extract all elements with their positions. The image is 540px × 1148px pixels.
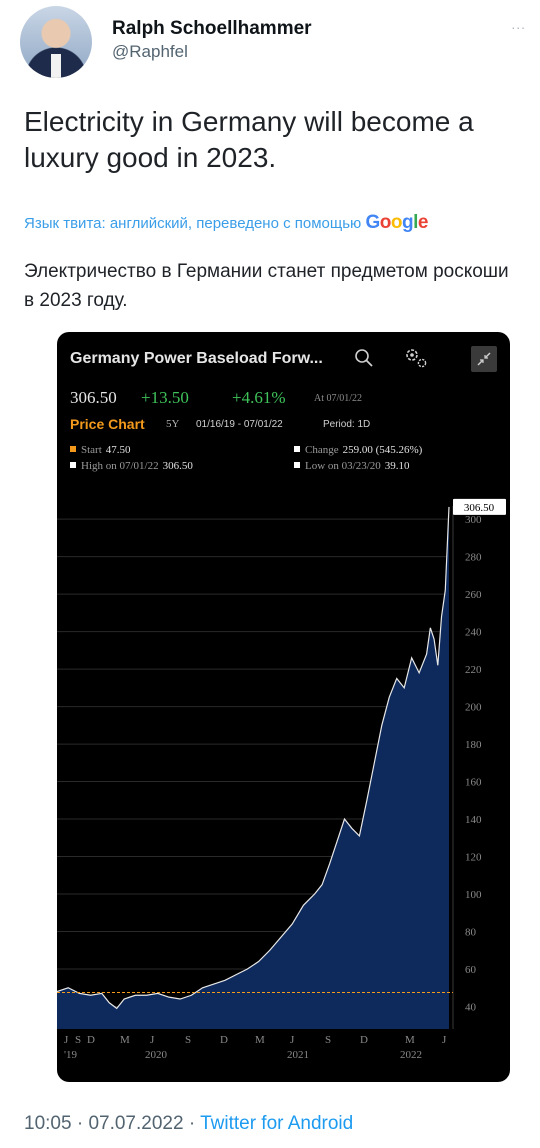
x-tick-label: J <box>290 1034 295 1046</box>
translation-prefix: Язык твита: английский, переведено с пом… <box>24 215 362 232</box>
author-name[interactable]: Ralph Schoellhammer <box>112 18 312 39</box>
x-axis-labels: J S D M J S D M J S D M J '19 2020 2021 2022 <box>57 1034 510 1074</box>
tweet-footer: 10:05 · 07.07.2022 · Twitter for Android <box>24 1113 353 1135</box>
price-chart: 40 60 80 100 120 140 160 180 200 220 240 260 280 3003… <box>57 498 506 1030</box>
x-tick-label: M <box>255 1034 265 1046</box>
chart-image[interactable]: Germany Power Baseload Forw... 306.50 +1… <box>57 332 510 1082</box>
y-tick-label: 40 <box>465 1002 477 1014</box>
stat-low: Low on 03/23/20 39.10 <box>294 460 410 472</box>
last-value-box <box>453 498 506 515</box>
tweet-text: Electricity in Germany will become a lux… <box>24 106 474 173</box>
stat-start: Start 47.50 <box>70 444 131 456</box>
y-tick-label: 120 <box>465 852 482 864</box>
gear-icon <box>406 349 427 368</box>
footer-separator: · <box>188 1113 196 1134</box>
y-tick-label: 160 <box>465 777 482 789</box>
search-icon <box>355 349 373 367</box>
x-year-label: '19 <box>64 1049 77 1061</box>
x-tick-label: M <box>405 1034 415 1046</box>
expand-icon <box>477 352 491 366</box>
range-5y-button[interactable]: 5Y <box>166 418 180 430</box>
price-date: At 07/01/22 <box>314 393 363 404</box>
y-tick-label: 240 <box>465 627 482 639</box>
last-price: 306.50 <box>70 388 117 407</box>
tweet-source[interactable]: Twitter for Android <box>200 1113 354 1134</box>
stat-high: High on 07/01/22 306.50 <box>70 460 193 472</box>
price-area <box>57 506 449 1030</box>
x-year-label: 2021 <box>287 1049 309 1061</box>
translated-text: Электричество в Германии станет предмето… <box>24 261 509 311</box>
y-tick-label: 200 <box>465 702 482 714</box>
tweet-date: 07.07.2022 <box>88 1113 184 1134</box>
y-tick-label: 260 <box>465 589 482 601</box>
tweet-time: 10:05 <box>24 1113 72 1134</box>
author-handle[interactable]: @Raphfel <box>112 42 188 61</box>
y-tick-label: 140 <box>465 814 482 826</box>
more-icon[interactable]: ... <box>511 16 526 32</box>
stat-change: Change 259.00 (545.26%) <box>294 444 422 456</box>
x-tick-label: M <box>120 1034 130 1046</box>
price-change: +13.50 <box>141 388 189 407</box>
expand-button[interactable] <box>471 346 497 372</box>
price-chart-label: Price Chart <box>70 416 145 432</box>
y-tick-label: 100 <box>465 889 482 901</box>
avatar[interactable] <box>20 6 92 78</box>
chart-title: Germany Power Baseload Forw... <box>70 350 323 367</box>
x-tick-label: D <box>220 1034 228 1046</box>
y-tick-label: 280 <box>465 552 482 564</box>
x-tick-label: J <box>150 1034 155 1046</box>
x-tick-label: D <box>87 1034 95 1046</box>
price-change-percent: +4.61% <box>232 388 286 407</box>
x-tick-label: S <box>325 1034 332 1046</box>
google-logo: Google <box>365 212 428 233</box>
x-tick-label: D <box>360 1034 368 1046</box>
period: Period: 1D <box>323 419 371 430</box>
x-tick-label: J <box>442 1034 447 1046</box>
tweet-header: Ralph Schoellhammer @Raphfel ... <box>20 6 526 78</box>
y-tick-label: 80 <box>465 927 477 939</box>
y-tick-label: 60 <box>465 964 477 976</box>
x-year-label: 2022 <box>400 1049 422 1061</box>
y-tick-label: 180 <box>465 739 482 751</box>
x-tick-label: S <box>75 1034 82 1046</box>
x-year-label: 2020 <box>145 1049 167 1061</box>
last-value-label: 306.50 <box>464 502 495 514</box>
footer-separator: · <box>76 1113 84 1134</box>
y-tick-label: 300 <box>465 514 482 526</box>
x-tick-label: S <box>185 1034 192 1046</box>
y-tick-label: 220 <box>465 664 482 676</box>
x-tick-label: J <box>64 1034 69 1046</box>
price-line <box>57 506 450 1010</box>
date-range: 01/16/19 - 07/01/22 <box>196 419 283 430</box>
translation-notice[interactable]: Язык твита: английский, переведено с пом… <box>24 212 524 234</box>
